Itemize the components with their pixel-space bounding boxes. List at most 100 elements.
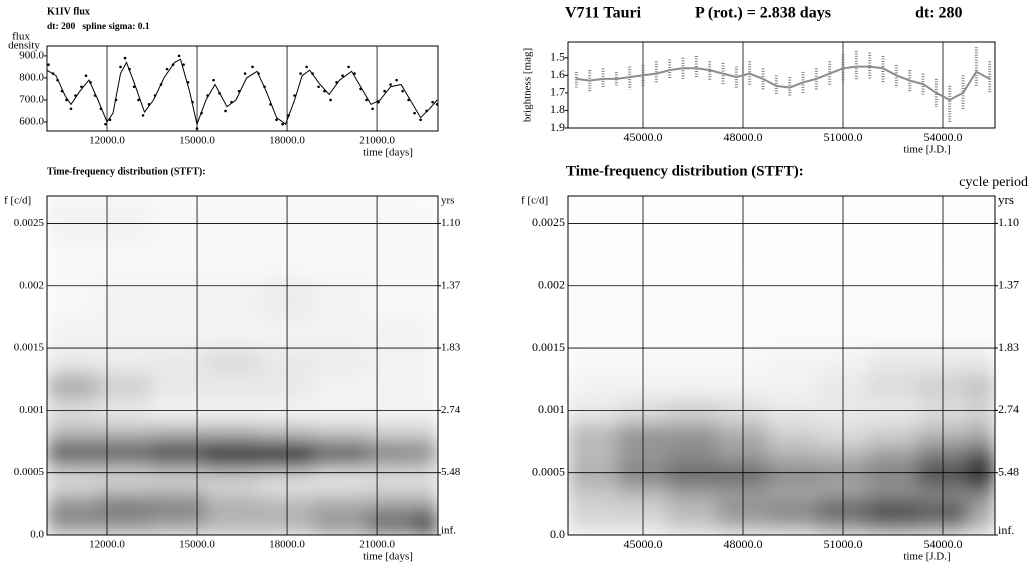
data-point — [413, 111, 416, 115]
heatmap-cell — [568, 528, 619, 535]
heatmap-cell — [367, 453, 417, 467]
y2-label: yrs — [998, 192, 1014, 207]
y-tick-label: 1.5 — [550, 50, 565, 64]
heatmap-cell — [667, 279, 719, 318]
heatmap-cell — [151, 490, 207, 505]
heatmap-cell — [151, 441, 207, 455]
heatmap-cell — [568, 372, 619, 399]
x-tick-label: 48000.0 — [724, 537, 763, 551]
heatmap-cell — [205, 490, 261, 505]
heatmap-cell — [47, 478, 99, 492]
data-point — [177, 54, 181, 58]
heatmap-cell — [205, 422, 261, 443]
y-tick-label: 800.0 — [19, 71, 44, 83]
y-tick-label: 0.0005 — [14, 466, 45, 478]
heatmap-cell — [867, 422, 919, 443]
heatmap-cell — [667, 515, 719, 530]
heatmap-cell — [205, 515, 261, 530]
heatmap-cell — [415, 241, 438, 281]
heatmap-cell — [97, 196, 153, 243]
heatmap-cell — [97, 528, 153, 535]
plot-frame — [567, 195, 996, 536]
heatmap-cell — [415, 422, 438, 443]
data-point — [251, 65, 254, 69]
heatmap-cell — [367, 441, 417, 455]
heatmap-cells — [568, 196, 995, 535]
heatmap-cell — [667, 478, 719, 492]
y-tick-label: 0.0005 — [532, 464, 565, 478]
heatmap-cell — [967, 490, 995, 505]
data-point — [212, 78, 215, 82]
heatmap-cell — [415, 347, 438, 374]
heatmap-cell — [867, 372, 919, 399]
heatmap-cell — [568, 196, 619, 243]
heatmap-cell — [867, 279, 919, 318]
plot-frame — [46, 45, 439, 132]
heatmap-cell — [151, 515, 207, 530]
y2-tick-label: inf. — [998, 523, 1014, 537]
heatmap-cell — [967, 528, 995, 535]
data-point — [182, 63, 185, 67]
heatmap-cell — [205, 453, 261, 467]
heatmap-cell — [47, 372, 99, 399]
heatmap-cell — [97, 347, 153, 374]
heatmap-cell — [568, 316, 619, 349]
x-tick-label: 45000.0 — [624, 130, 663, 144]
heatmap-cell — [97, 316, 153, 349]
heatmap-cell — [313, 478, 369, 492]
y-tick-label: 900.0 — [19, 49, 44, 61]
heatmap-cell — [568, 503, 619, 517]
data-point — [195, 127, 199, 130]
x-tick-label: 18000.0 — [269, 539, 305, 551]
x-label: time [days] — [363, 147, 413, 159]
spline — [46, 58, 438, 126]
data-point — [395, 78, 398, 82]
heatmap-cell — [415, 196, 438, 243]
heatmap-cell — [151, 503, 207, 517]
heatmap-cell — [415, 490, 438, 505]
heatmap-cell — [867, 453, 919, 467]
y-tick-label: 1.9 — [550, 120, 565, 134]
heatmap-cell — [867, 347, 919, 374]
heatmap-cell — [967, 422, 995, 443]
heatmap-cells — [47, 196, 438, 535]
heatmap-cell — [967, 441, 995, 455]
data-point — [401, 89, 404, 93]
y-tick-label: 1.6 — [550, 67, 565, 81]
heatmap-cell — [151, 347, 207, 374]
heatmap-cell — [151, 528, 207, 535]
heatmap-cell — [47, 241, 99, 281]
data-point — [141, 114, 145, 117]
data-point — [419, 118, 422, 122]
heatmap-cell — [367, 316, 417, 349]
heatmap-cell — [47, 441, 99, 455]
heatmap-cell — [767, 503, 819, 517]
heatmap-cell — [967, 316, 995, 349]
annotation: dt: 280 — [915, 5, 963, 22]
heatmap-cell — [667, 372, 719, 399]
heatmap-cell — [367, 241, 417, 281]
data-point — [281, 122, 284, 126]
heatmap-cell — [767, 279, 819, 318]
heatmap — [47, 196, 438, 535]
y-label: density — [8, 40, 40, 52]
heatmap-cell — [97, 515, 153, 530]
data-point — [275, 118, 278, 122]
heatmap-cell — [313, 196, 369, 243]
x-tick-label: 18000.0 — [269, 135, 305, 147]
y-tick-label: 600.0 — [19, 116, 44, 128]
heatmap-cell — [767, 453, 819, 467]
y-label: f [c/d] — [4, 195, 31, 207]
data-point — [84, 74, 88, 78]
heatmap-cell — [867, 478, 919, 492]
x-tick-label: 12000.0 — [89, 135, 125, 147]
y-tick-label: 1.7 — [550, 85, 565, 99]
heatmap-cell — [867, 196, 919, 243]
heatmap-cell — [967, 372, 995, 399]
data-point — [353, 72, 356, 75]
data-point — [119, 65, 122, 69]
heatmap-cell — [867, 490, 919, 505]
x-tick-label: 21000.0 — [359, 539, 395, 551]
title: K1IV flux — [47, 6, 90, 17]
x-tick-label: 51000.0 — [824, 130, 863, 144]
